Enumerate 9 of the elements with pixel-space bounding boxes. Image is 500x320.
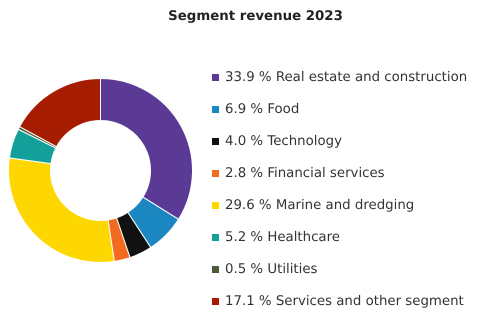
legend-label: 0.5 % Utilities xyxy=(225,260,318,278)
legend-label: 4.0 % Technology xyxy=(225,132,342,150)
legend-label: 29.6 % Marine and dredging xyxy=(225,196,414,214)
legend-label: 17.1 % Services and other segment xyxy=(225,292,464,310)
chart-title: Segment revenue 2023 xyxy=(168,9,343,24)
legend-label: 5.2 % Healthcare xyxy=(225,228,340,246)
legend-label: 6.9 % Food xyxy=(225,100,300,118)
legend-label: 33.9 % Real estate and construction xyxy=(225,68,468,86)
legend-label: 2.8 % Financial services xyxy=(225,164,385,182)
